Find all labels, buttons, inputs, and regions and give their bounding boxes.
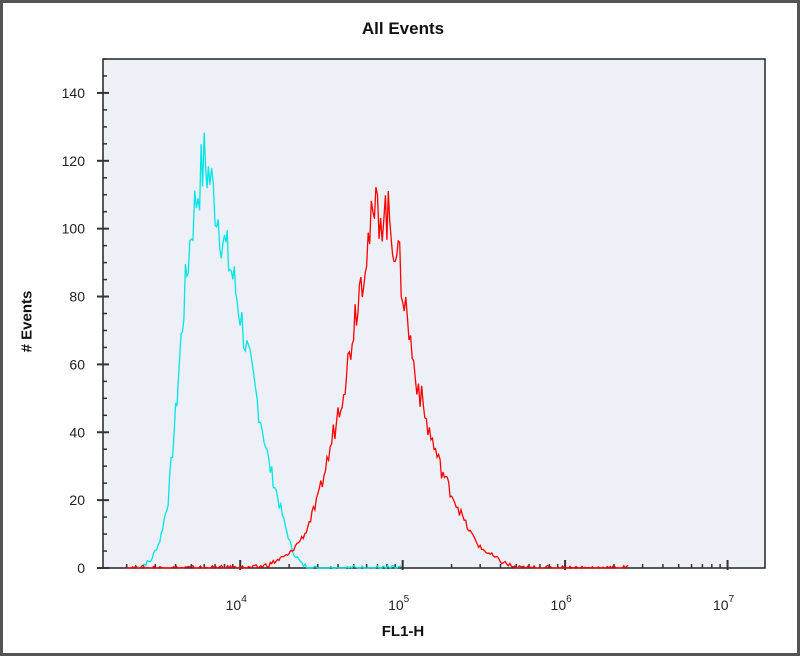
plot-area (102, 58, 766, 569)
x-tick-exponent: 6 (566, 594, 572, 605)
x-tick-exponent: 7 (729, 594, 735, 605)
x-tick-label: 104 (226, 594, 248, 613)
x-tick-label: 105 (388, 594, 410, 613)
y-tick-label: 40 (69, 424, 85, 440)
y-tick-label: 0 (77, 560, 85, 576)
y-tick-label: 140 (62, 85, 86, 101)
y-tick-label: 80 (69, 289, 85, 305)
x-tick-label: 106 (551, 594, 573, 613)
chart-title: All Events (361, 19, 445, 38)
x-axis-label: FL1-H (381, 623, 425, 640)
y-tick-label: 60 (69, 356, 85, 372)
series-line-red (126, 186, 629, 570)
histogram-plot: 0 20 40 60 80 100 120 140 104 105 106 107 (62, 58, 766, 613)
y-tick-label: 20 (69, 492, 85, 508)
x-tick-exponent: 4 (241, 594, 247, 605)
y-tick-label: 100 (62, 221, 86, 237)
x-tick-label: 107 (713, 594, 735, 613)
series-line-cyan (136, 132, 402, 569)
x-tick-exponent: 5 (404, 594, 410, 605)
y-tick-label: 120 (62, 153, 86, 169)
